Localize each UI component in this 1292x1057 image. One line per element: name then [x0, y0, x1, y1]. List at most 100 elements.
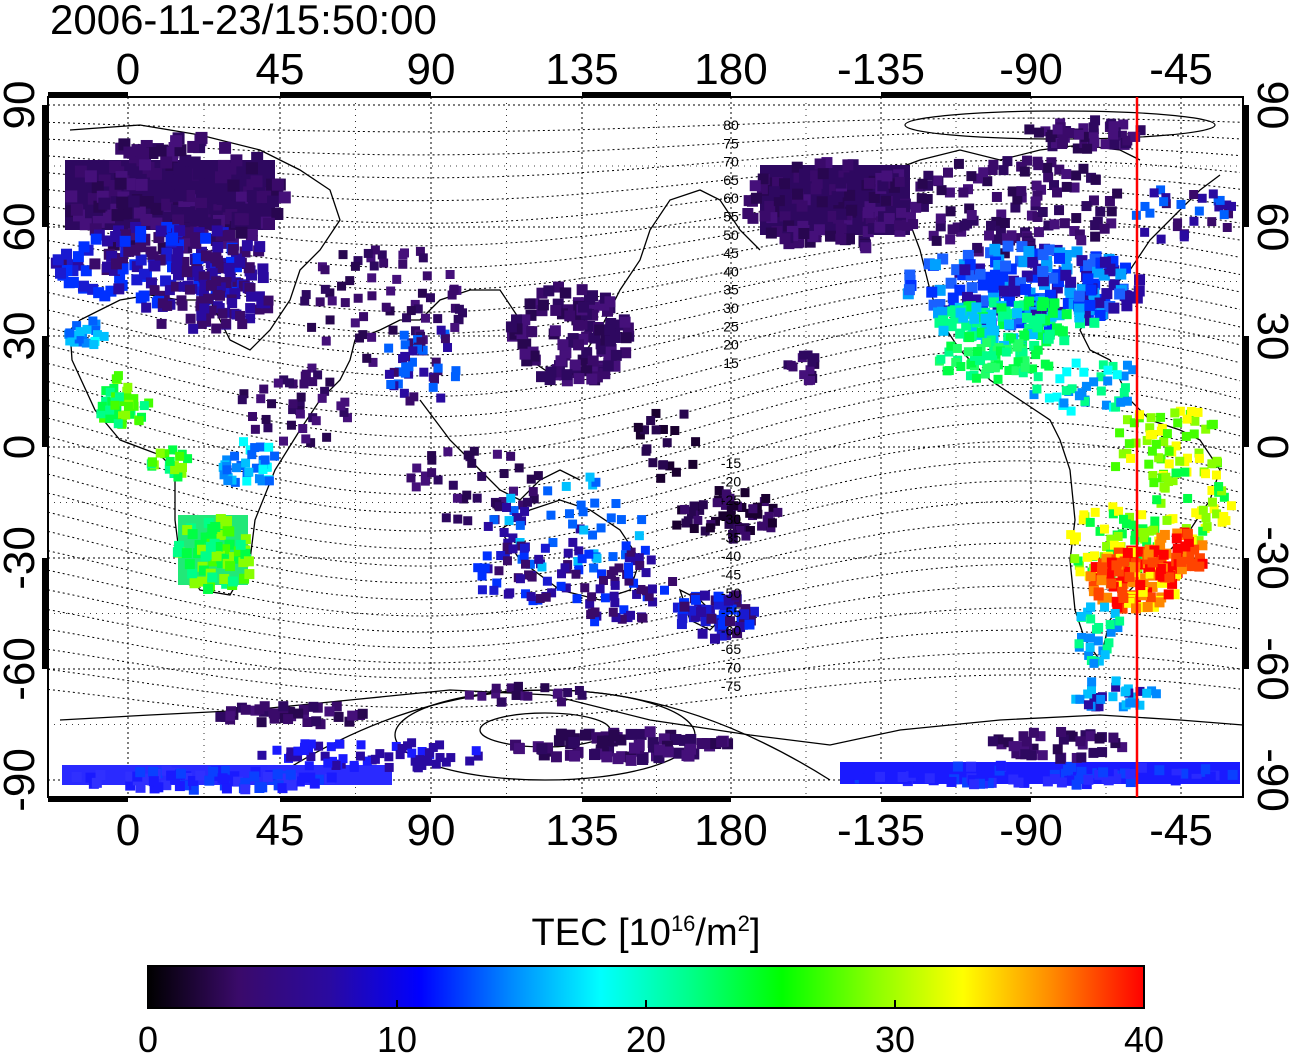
tec-cell: [1151, 689, 1161, 699]
tec-cell: [1097, 747, 1108, 758]
tec-cell: [617, 614, 627, 624]
tec-cell: [90, 233, 102, 245]
tec-cell: [1089, 317, 1100, 328]
tec-cell: [552, 298, 564, 310]
tec-cell: [726, 604, 737, 615]
tec-cell: [190, 232, 202, 244]
tec-cell: [622, 322, 634, 334]
tec-cell: [1124, 566, 1135, 577]
tec-cell: [192, 167, 205, 180]
tec-cell: [153, 232, 165, 244]
tec-cell: [923, 170, 934, 181]
tec-cell: [1124, 571, 1135, 582]
tec-cell: [1028, 743, 1039, 754]
tec-cell: [1125, 769, 1136, 780]
tec-cell: [1116, 397, 1126, 407]
colorbar-tick-label: 10: [377, 1019, 417, 1057]
contour-label: -55: [721, 604, 741, 620]
tec-cell: [320, 386, 330, 396]
tec-cell: [608, 729, 620, 741]
tec-cell: [1108, 121, 1119, 132]
tec-cell: [1108, 502, 1118, 512]
tec-cell: [246, 291, 257, 302]
tec-cell: [1171, 468, 1181, 478]
tec-cell: [1155, 570, 1166, 581]
tec-cell: [964, 203, 975, 214]
tec-cell: [171, 174, 184, 187]
tec-cell: [160, 275, 172, 287]
tec-cell: [1061, 263, 1073, 275]
tec-cell: [1094, 309, 1106, 321]
tec-cell: [122, 393, 132, 403]
tec-cell: [952, 222, 963, 233]
tec-cell: [1071, 358, 1081, 368]
tec-cell: [725, 616, 736, 627]
tec-cell: [1118, 119, 1129, 130]
tec-cell: [773, 195, 785, 207]
tec-cell: [285, 769, 296, 780]
tec-cell: [590, 607, 600, 617]
tec-cell: [172, 246, 184, 258]
tec-cell: [471, 746, 481, 756]
tec-cell: [1061, 309, 1072, 320]
tec-cell: [441, 513, 451, 523]
tec-cell: [206, 279, 217, 290]
tec-cell: [1226, 201, 1236, 211]
tec-cell: [1044, 393, 1054, 403]
tec-cell: [683, 750, 695, 762]
tec-cell: [259, 384, 269, 394]
tec-cell: [178, 256, 190, 268]
tec-cell: [331, 760, 341, 770]
tec-cell: [197, 576, 208, 587]
tec-cell: [201, 316, 212, 327]
tec-cell: [624, 553, 634, 563]
tec-cell: [402, 313, 412, 323]
left-latitude-ticks: 9060300-30-60-90: [0, 81, 44, 812]
tec-cell: [1194, 448, 1204, 458]
tec-cell: [286, 420, 296, 430]
tec-cell: [1110, 608, 1120, 618]
tec-cell: [511, 314, 523, 326]
tec-cell: [1201, 513, 1211, 523]
tec-cell: [427, 455, 437, 465]
tec-cell: [259, 701, 270, 712]
bottom-lon-tick-label: 0: [116, 806, 140, 855]
tec-cell: [227, 298, 238, 309]
tec-cell: [824, 230, 836, 242]
tec-cell: [148, 776, 159, 787]
contour-label: -40: [721, 548, 741, 564]
tec-cell: [1157, 577, 1168, 588]
tec-cell: [1040, 126, 1051, 137]
tec-cell: [223, 262, 235, 274]
tec-cell: [868, 191, 880, 203]
tec-cell: [1059, 398, 1069, 408]
tec-cell: [926, 286, 938, 298]
tec-cell: [61, 248, 73, 260]
tec-cell: [724, 594, 735, 605]
tec-cell: [308, 701, 319, 712]
tec-cell: [706, 613, 717, 624]
tec-cell: [1046, 157, 1057, 168]
tec-cell: [505, 321, 517, 333]
tec-cell: [1044, 289, 1056, 301]
tec-cell: [311, 416, 321, 426]
tec-cell: [804, 236, 816, 248]
tec-cell: [1189, 544, 1200, 555]
tec-cell: [773, 507, 783, 517]
tec-cell: [299, 379, 309, 389]
tec-cell: [1092, 216, 1103, 227]
tec-cell: [269, 713, 280, 724]
tec-cell: [966, 171, 977, 182]
tec-cell: [757, 173, 769, 185]
tec-cell: [1171, 768, 1182, 779]
tec-cell: [263, 295, 274, 306]
tec-cell: [935, 213, 946, 224]
tec-cell: [413, 304, 423, 314]
tec-cell: [897, 771, 908, 782]
tec-cell: [427, 468, 437, 478]
tec-cell: [1189, 216, 1199, 226]
tec-cell: [903, 284, 915, 296]
tec-cell: [508, 544, 518, 554]
tec-cell: [139, 401, 149, 411]
tec-cell: [239, 573, 250, 584]
